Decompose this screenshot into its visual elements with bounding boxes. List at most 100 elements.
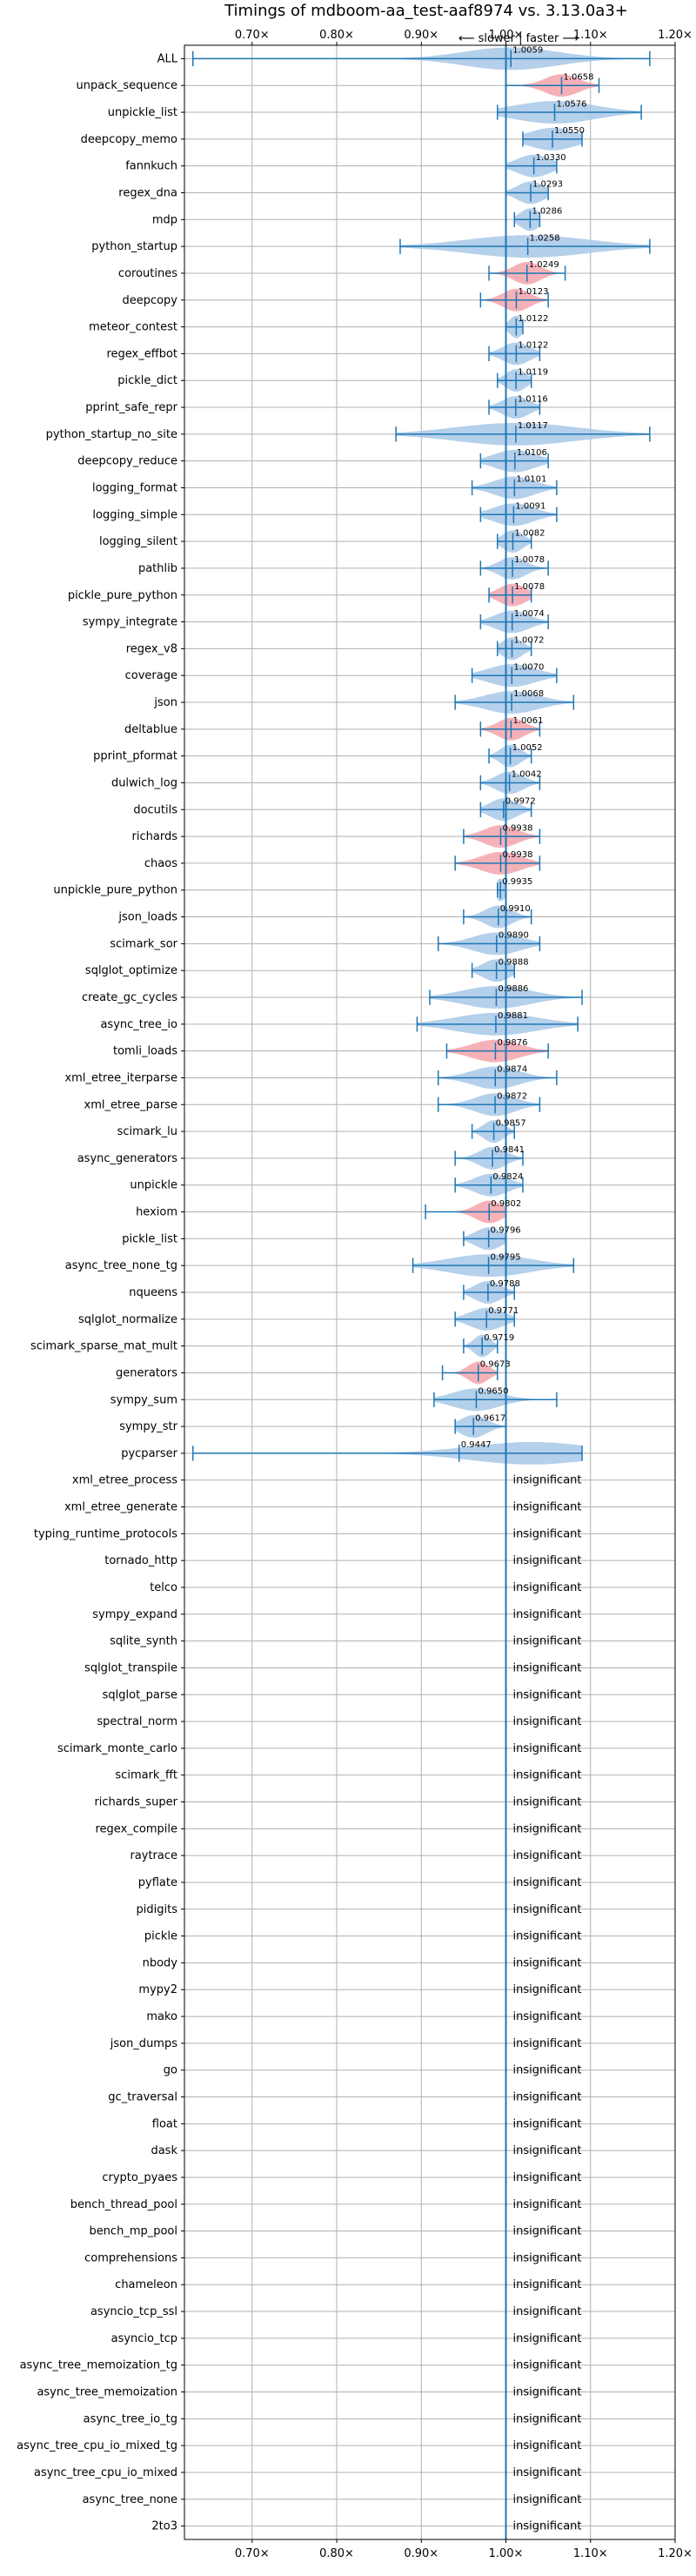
- value-label: 0.9972: [505, 797, 536, 807]
- insignificant-label: insignificant: [513, 1715, 582, 1728]
- value-label: 0.9938: [502, 850, 532, 860]
- category-label: pickle: [144, 1930, 177, 1943]
- insignificant-label: insignificant: [513, 2493, 582, 2506]
- x-tick-label-bottom: 0.90×: [404, 2547, 438, 2560]
- category-label: pprint_safe_repr: [85, 401, 177, 414]
- x-tick-label-top: 1.20×: [658, 29, 693, 42]
- x-tick-label-top: 0.70×: [235, 29, 270, 42]
- insignificant-label: insignificant: [513, 1849, 582, 1862]
- value-label: 0.9802: [491, 1199, 521, 1209]
- category-label: sympy_sum: [110, 1393, 177, 1406]
- x-tick-label-top: 0.90×: [404, 29, 438, 42]
- category-label: bench_mp_pool: [89, 2225, 177, 2238]
- value-label: 0.9841: [494, 1145, 525, 1155]
- category-label: 2to3: [151, 2520, 177, 2533]
- insignificant-label: insignificant: [513, 1608, 582, 1621]
- category-label: sqlglot_optimize: [85, 964, 177, 977]
- category-label: async_generators: [77, 1152, 178, 1165]
- insignificant-label: insignificant: [513, 1474, 582, 1487]
- value-label: 0.9650: [478, 1386, 508, 1396]
- value-label: 1.0249: [529, 260, 559, 270]
- value-label: 1.0286: [532, 207, 562, 217]
- category-label: async_tree_cpu_io_mixed_tg: [17, 2439, 177, 2452]
- category-label: async_tree_memoization_tg: [20, 2359, 177, 2372]
- category-label: scimark_monte_carlo: [57, 1742, 177, 1755]
- insignificant-label: insignificant: [513, 2466, 582, 2479]
- insignificant-label: insignificant: [513, 2412, 582, 2425]
- insignificant-label: insignificant: [513, 2198, 582, 2211]
- value-label: 1.0072: [514, 636, 545, 646]
- category-label: unpickle_list: [108, 106, 177, 119]
- category-label: sqlite_synth: [110, 1635, 177, 1648]
- value-label: 1.0078: [514, 555, 545, 565]
- value-label: 1.0074: [514, 609, 545, 619]
- x-tick-label-top: 1.00×: [489, 29, 524, 42]
- value-label: 1.0091: [515, 502, 545, 512]
- category-label: async_tree_none_tg: [65, 1259, 177, 1272]
- category-label: mypy2: [138, 1983, 177, 1996]
- value-label: 0.9447: [461, 1440, 492, 1450]
- category-label: scimark_lu: [117, 1125, 177, 1138]
- value-label: 0.9910: [500, 904, 531, 914]
- category-label: deepcopy_reduce: [77, 455, 177, 468]
- category-label: chameleon: [115, 2278, 177, 2291]
- category-label: tornado_http: [104, 1554, 177, 1567]
- x-tick-label-bottom: 1.10×: [573, 2547, 608, 2560]
- category-label: spectral_norm: [97, 1715, 177, 1728]
- category-label: telco: [150, 1581, 177, 1594]
- value-label: 1.0059: [512, 46, 543, 56]
- category-label: sqlglot_transpile: [84, 1661, 177, 1674]
- category-label: regex_v8: [126, 642, 177, 655]
- insignificant-label: insignificant: [513, 1983, 582, 1996]
- value-label: 1.0106: [517, 448, 547, 458]
- category-label: deltablue: [124, 723, 177, 736]
- insignificant-label: insignificant: [513, 1661, 582, 1674]
- value-label: 0.9617: [475, 1413, 505, 1423]
- value-label: 1.0658: [564, 72, 594, 82]
- value-label: 1.0078: [514, 582, 545, 592]
- value-label: 1.0122: [518, 341, 548, 351]
- chart-title: Timings of mdboom-aa_test-aaf8974 vs. 3.…: [224, 2, 628, 20]
- value-label: 0.9824: [492, 1172, 523, 1182]
- category-label: ALL: [157, 52, 178, 65]
- value-label: 1.0117: [518, 421, 548, 431]
- value-label: 0.9881: [498, 1011, 528, 1021]
- category-label: sqlglot_parse: [103, 1688, 177, 1701]
- category-label: generators: [116, 1366, 177, 1379]
- insignificant-label: insignificant: [513, 2278, 582, 2291]
- category-label: gc_traversal: [108, 2091, 177, 2104]
- category-label: docutils: [133, 803, 177, 816]
- insignificant-label: insignificant: [513, 2144, 582, 2157]
- value-label: 0.9872: [497, 1091, 527, 1101]
- category-label: meteor_contest: [89, 321, 177, 334]
- insignificant-label: insignificant: [513, 2225, 582, 2238]
- category-label: crypto_pyaes: [102, 2171, 177, 2184]
- category-label: chaos: [144, 857, 177, 870]
- category-label: unpickle_pure_python: [53, 884, 177, 897]
- value-label: 1.0116: [518, 394, 548, 404]
- category-label: logging_silent: [99, 535, 177, 548]
- category-label: logging_simple: [92, 508, 177, 521]
- category-label: dulwich_log: [111, 776, 177, 789]
- category-label: go: [164, 2064, 177, 2077]
- x-tick-label-bottom: 1.00×: [489, 2547, 524, 2560]
- insignificant-label: insignificant: [513, 2064, 582, 2077]
- value-label: 0.9788: [490, 1279, 520, 1289]
- chart-subtitle: ⟵ slower | faster ⟶: [458, 32, 579, 45]
- insignificant-label: insignificant: [513, 1903, 582, 1916]
- category-label: pathlib: [138, 562, 177, 575]
- category-label: xml_etree_generate: [64, 1501, 177, 1514]
- value-label: 1.0119: [518, 367, 548, 377]
- category-label: regex_compile: [95, 1822, 177, 1835]
- insignificant-label: insignificant: [513, 2305, 582, 2318]
- insignificant-label: insignificant: [513, 1769, 582, 1782]
- category-label: logging_format: [92, 481, 177, 494]
- value-label: 1.0042: [512, 770, 542, 780]
- category-label: deepcopy_memo: [81, 133, 177, 146]
- insignificant-label: insignificant: [513, 1742, 582, 1755]
- insignificant-label: insignificant: [513, 1688, 582, 1701]
- insignificant-label: insignificant: [513, 2117, 582, 2130]
- category-label: pycparser: [121, 1447, 177, 1460]
- value-label: 0.9890: [499, 931, 529, 941]
- value-label: 1.0258: [530, 233, 560, 243]
